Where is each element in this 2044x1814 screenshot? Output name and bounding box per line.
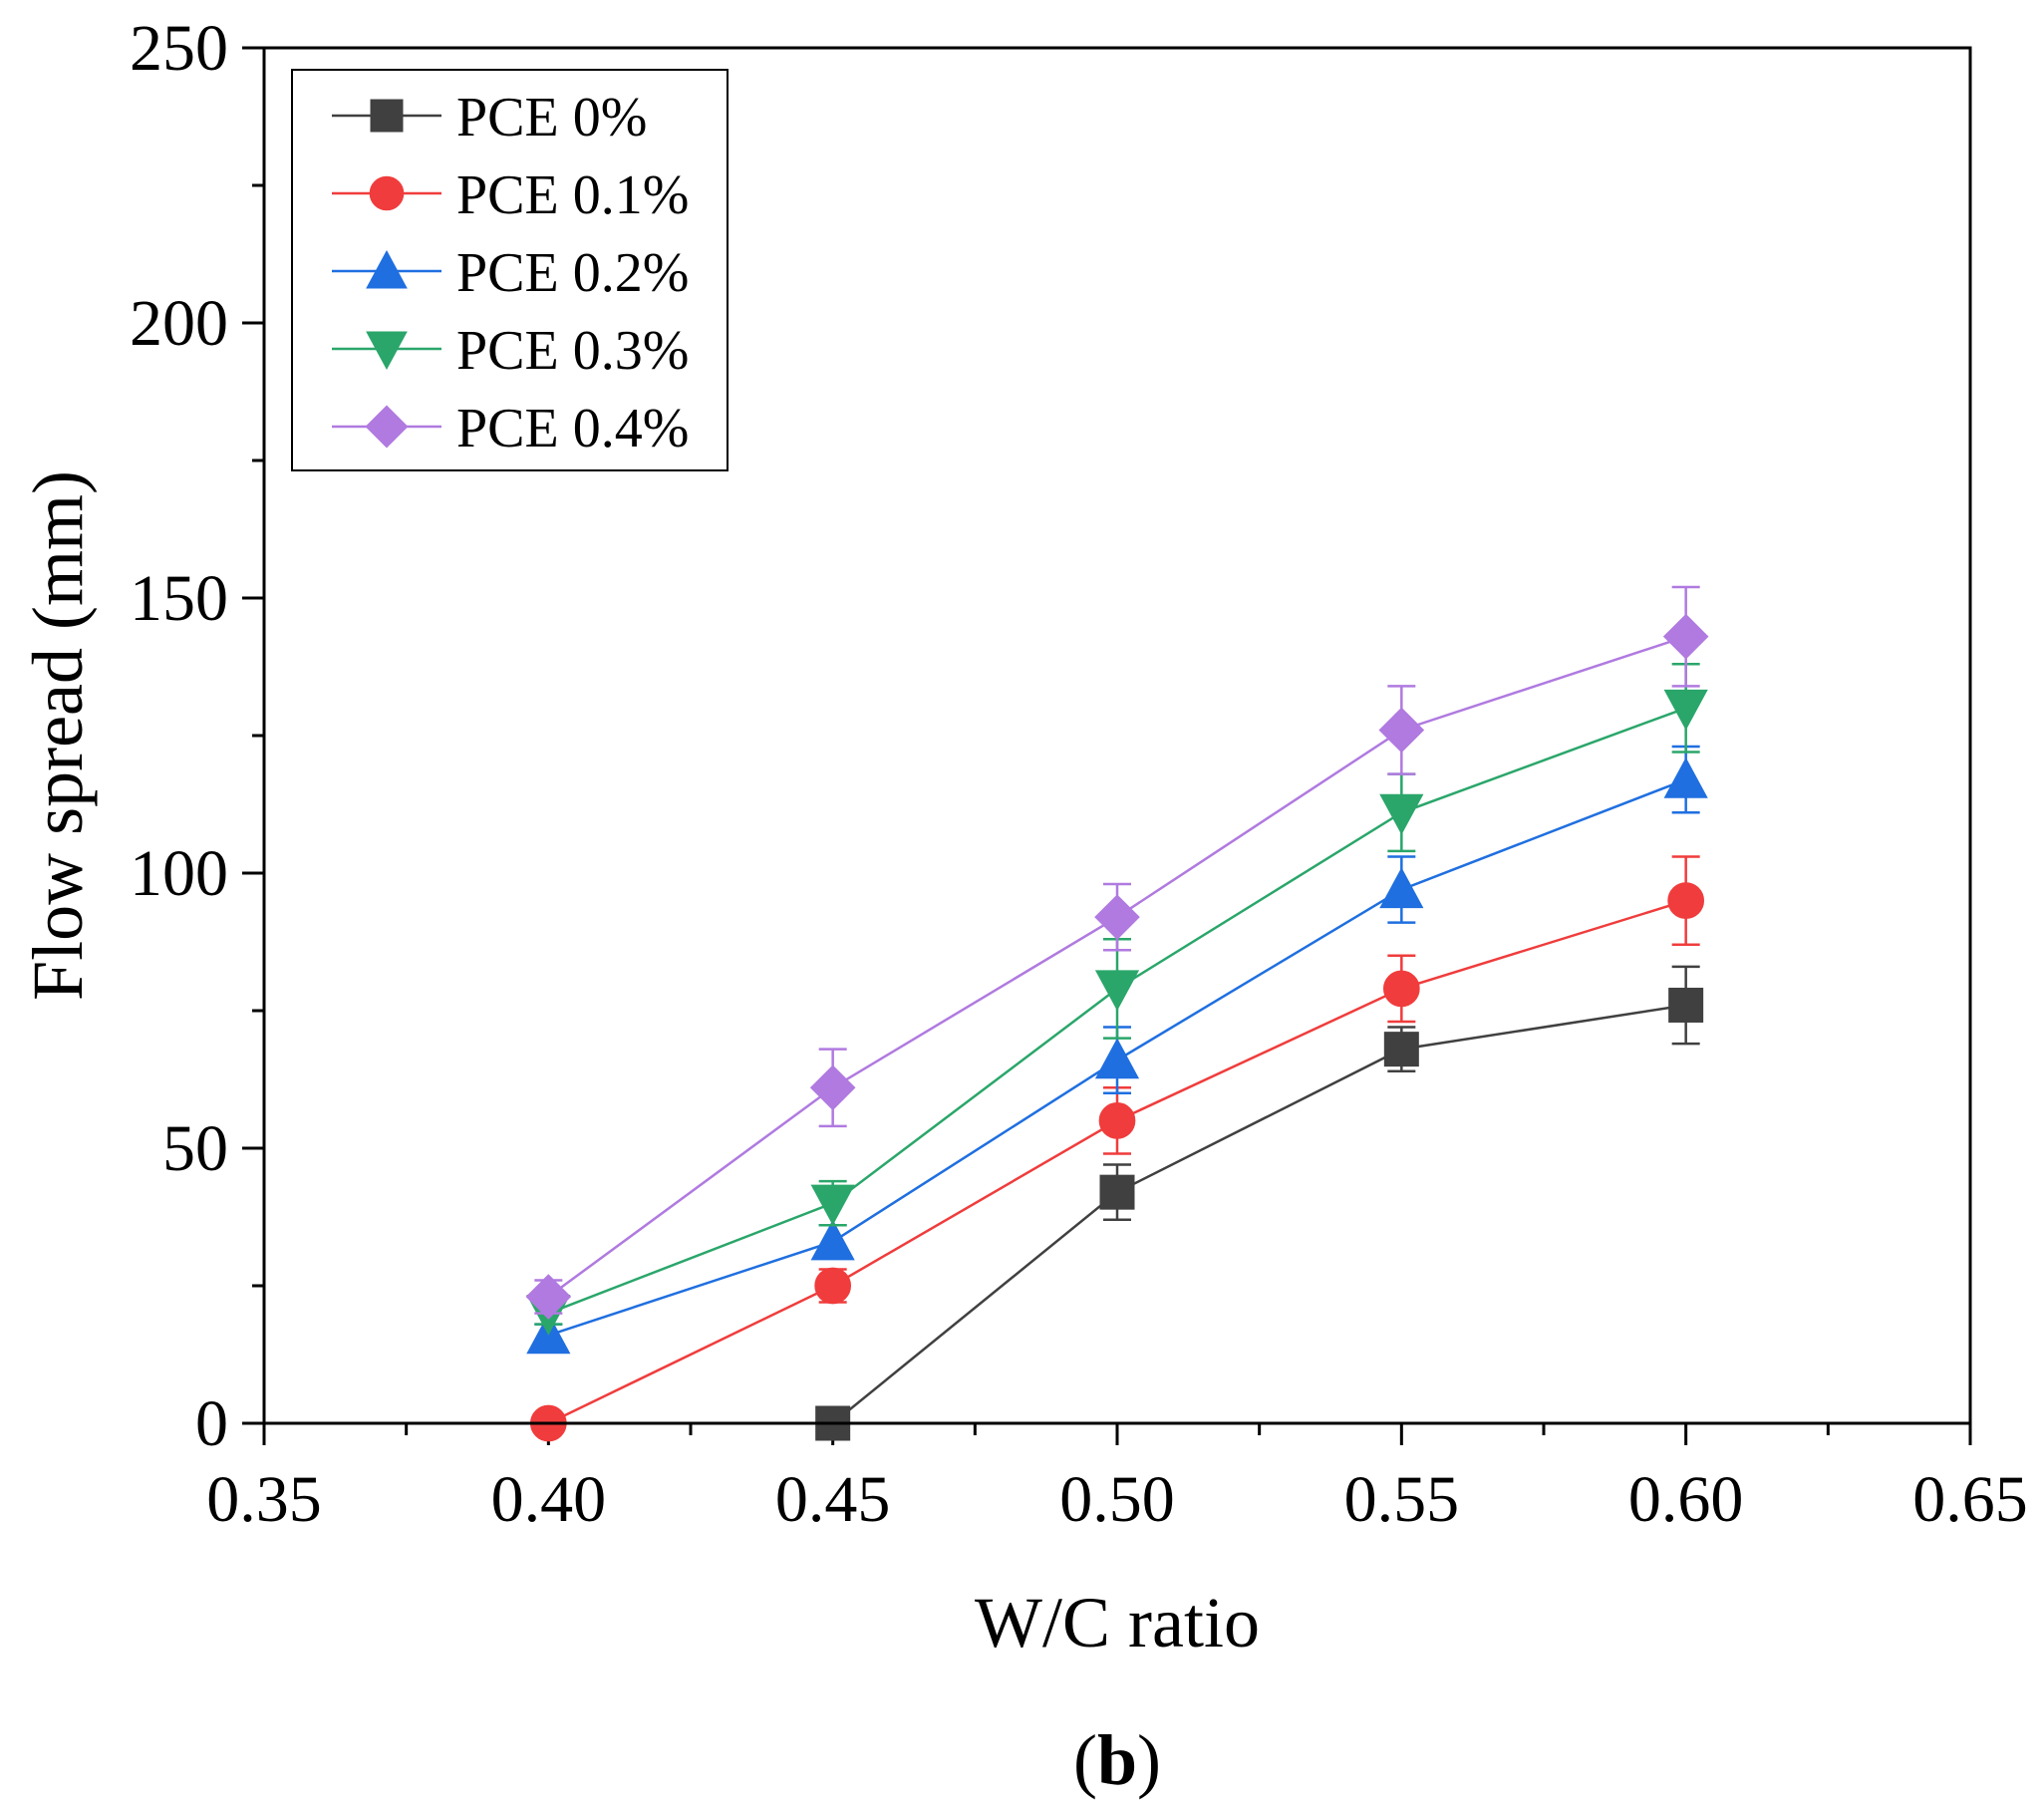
data-point (1378, 707, 1425, 754)
caption-close-paren: ) (1137, 1720, 1161, 1800)
x-tick-label: 0.50 (1059, 1463, 1175, 1536)
legend-item: PCE 0.4% (332, 398, 689, 459)
data-point (1379, 793, 1424, 835)
legend-item: PCE 0.2% (332, 242, 689, 304)
legend-label: PCE 0.2% (456, 242, 689, 304)
caption-open-paren: ( (1073, 1720, 1097, 1800)
y-axis-title: Flow spread (mm) (18, 470, 98, 1001)
x-tick-label: 0.65 (1912, 1463, 2028, 1536)
data-point (1099, 1174, 1135, 1210)
data-point (810, 1184, 855, 1226)
x-tick-label: 0.40 (491, 1463, 607, 1536)
y-tick-label: 0 (195, 1387, 228, 1460)
x-tick-label: 0.55 (1344, 1463, 1460, 1536)
tick-layer: 0.35 0.40 0.45 0.50 0.55 0.60 0.65 0 50 100 150 200… (130, 12, 2028, 1536)
data-point (1383, 1032, 1419, 1067)
y-tick-label: 200 (130, 287, 228, 360)
legend-label: PCE 0% (456, 87, 647, 149)
data-point (1094, 1038, 1140, 1079)
data-point (814, 1267, 852, 1305)
series-line (831, 1004, 1686, 1424)
x-tick-label: 0.60 (1628, 1463, 1744, 1536)
data-point (1667, 882, 1705, 919)
legend-marker (369, 175, 405, 211)
legend-item: PCE 0% (332, 87, 647, 149)
legend-marker (366, 249, 408, 289)
figure-caption: (b) (1073, 1720, 1161, 1800)
x-tick-label: 0.45 (775, 1463, 891, 1536)
legend-item: PCE 0.1% (332, 164, 689, 226)
legend: PCE 0% PCE 0.1% PCE 0.2% PCE 0.3% PCE 0.4% (291, 69, 729, 471)
legend-label: PCE 0.1% (456, 164, 689, 226)
legend-marker (370, 99, 404, 133)
legend-label: PCE 0.4% (456, 398, 689, 459)
legend-item: PCE 0.3% (332, 320, 689, 382)
label-layer: W/C ratio Flow spread (mm) (b) (18, 470, 1260, 1800)
data-point (1382, 970, 1420, 1008)
data-point (810, 1219, 855, 1261)
x-tick-label: 0.35 (206, 1463, 322, 1536)
series-1 (529, 855, 1705, 1442)
data-point (525, 1274, 572, 1320)
data-point (1662, 613, 1709, 660)
x-axis-title: W/C ratio (975, 1583, 1260, 1663)
y-tick-label: 50 (162, 1112, 228, 1185)
data-point (1094, 894, 1140, 940)
data-point (1094, 970, 1140, 1012)
series-layer (525, 585, 1709, 1442)
series-0 (815, 965, 1704, 1441)
y-tick-label: 150 (130, 562, 228, 635)
data-point (809, 1064, 856, 1111)
plot-frame (262, 46, 1972, 1425)
y-tick-label: 250 (130, 12, 228, 85)
data-point (1668, 987, 1704, 1023)
series-4 (525, 585, 1709, 1320)
legend-label: PCE 0.3% (456, 320, 689, 382)
data-point (1098, 1102, 1136, 1139)
y-tick-label: 100 (130, 837, 228, 910)
data-point (1663, 689, 1708, 731)
legend-marker (365, 405, 409, 449)
data-point (1379, 867, 1424, 909)
legend-marker (366, 331, 408, 371)
caption-letter: b (1097, 1720, 1137, 1800)
data-point (1663, 756, 1708, 798)
series-2 (526, 745, 1708, 1355)
